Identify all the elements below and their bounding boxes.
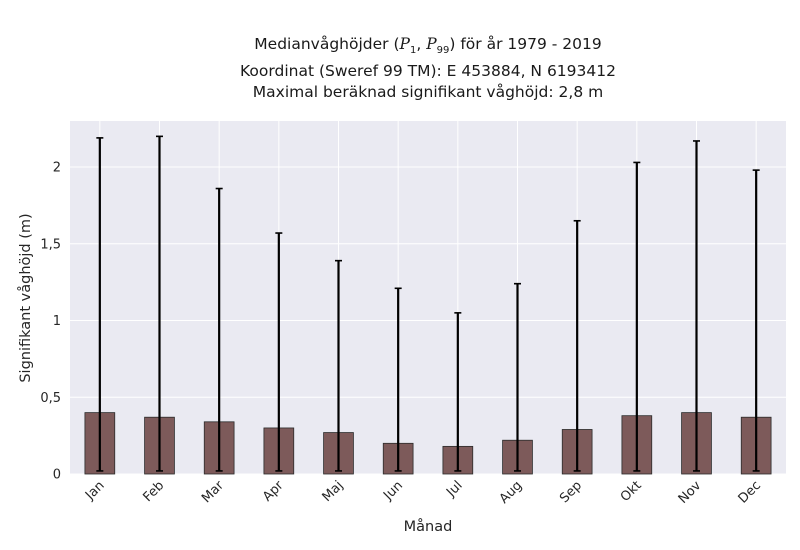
chart-title: Medianvåghöjder (P1, P99) för år 1979 - … — [254, 35, 602, 57]
x-tick-label: Mar — [199, 478, 227, 506]
x-tick-label: Nov — [676, 478, 705, 507]
x-tick-label: Jul — [443, 478, 465, 500]
error-bar — [454, 312, 462, 472]
error-bar — [633, 161, 641, 472]
x-tick-label: Jan — [82, 478, 107, 503]
error-bar — [752, 169, 760, 472]
error-bar — [275, 232, 283, 472]
x-tick-label: Aug — [497, 478, 526, 507]
error-bar — [335, 259, 342, 472]
x-tick-labels: Jan Feb Mar Apr Maj Jun Jul Aug Sep Okt Nov Dec — [82, 478, 764, 507]
x-tick-label: Okt — [618, 478, 645, 505]
error-bars — [96, 135, 760, 472]
error-bar — [215, 187, 223, 472]
y-tick-label: 1,5 — [40, 237, 61, 252]
error-bar — [514, 282, 521, 472]
x-tick-label: Maj — [320, 478, 347, 505]
x-tick-label: Feb — [140, 478, 167, 505]
error-bar — [96, 137, 104, 472]
chart-subtitle-coordinates: Koordinat (Sweref 99 TM): E 453884, N 61… — [240, 62, 616, 81]
chart-title-block: Medianvåghöjder (P1, P99) för år 1979 - … — [70, 34, 786, 103]
error-bar — [156, 135, 163, 472]
x-tick-label: Apr — [260, 478, 287, 505]
x-tick-label: Dec — [736, 478, 764, 506]
y-tick-label: 0 — [53, 468, 61, 483]
x-tick-label: Sep — [557, 478, 585, 506]
y-tick-label: 2 — [53, 161, 61, 176]
chart-title-p99: P — [426, 35, 437, 53]
error-bar — [693, 140, 700, 472]
plot-area — [70, 121, 786, 474]
y-tick-label: 1 — [53, 314, 61, 329]
error-bar — [573, 219, 581, 472]
y-tick-labels: 0 0,5 1 1,5 2 — [40, 161, 61, 483]
chart-subtitle-max-height: Maximal beräknad signifikant våghöjd: 2,… — [252, 83, 604, 102]
x-axis-label: Månad — [404, 518, 453, 535]
x-tick-label: Jun — [380, 478, 406, 504]
y-axis-label: Signifikant våghöjd (m) — [17, 213, 34, 382]
error-bar — [394, 287, 402, 472]
y-tick-label: 0,5 — [40, 391, 61, 406]
